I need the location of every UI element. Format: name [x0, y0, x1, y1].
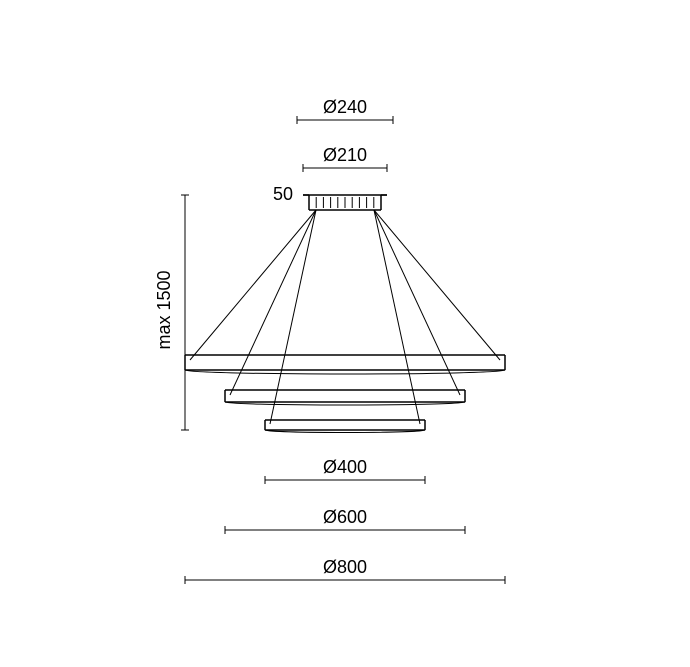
- svg-text:50: 50: [273, 184, 293, 204]
- svg-text:max 1500: max 1500: [154, 270, 174, 349]
- svg-text:Ø400: Ø400: [323, 457, 367, 477]
- svg-text:Ø600: Ø600: [323, 507, 367, 527]
- svg-text:Ø210: Ø210: [323, 145, 367, 165]
- svg-text:Ø240: Ø240: [323, 97, 367, 117]
- svg-text:Ø800: Ø800: [323, 557, 367, 577]
